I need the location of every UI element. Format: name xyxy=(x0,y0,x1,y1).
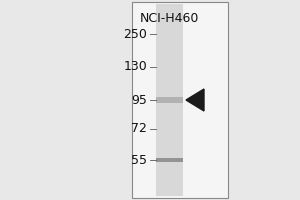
Bar xyxy=(156,158,183,162)
Text: 55: 55 xyxy=(131,154,147,166)
Polygon shape xyxy=(186,89,204,111)
Bar xyxy=(132,2,228,198)
Text: 95: 95 xyxy=(131,94,147,106)
Text: 250: 250 xyxy=(123,27,147,40)
Text: NCI-H460: NCI-H460 xyxy=(140,12,199,25)
Text: 130: 130 xyxy=(123,60,147,73)
Bar xyxy=(156,97,183,103)
Text: 72: 72 xyxy=(131,122,147,136)
Bar xyxy=(156,4,183,196)
